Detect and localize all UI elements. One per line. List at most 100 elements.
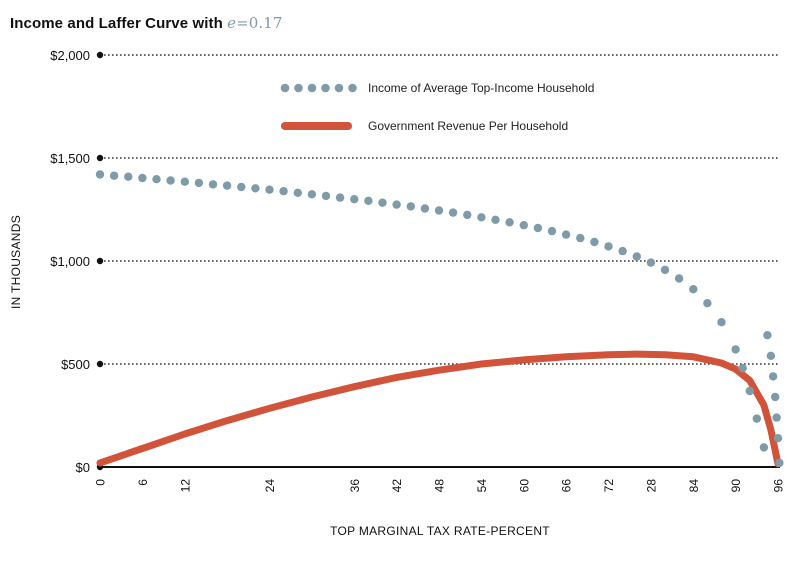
series-layer	[95, 170, 784, 468]
income-point	[772, 413, 781, 422]
y-tick-dot	[96, 51, 104, 59]
income-point	[194, 178, 204, 188]
x-tick-label: 6	[136, 479, 150, 486]
income-point	[335, 193, 345, 202]
income-point	[152, 175, 161, 184]
income-point	[138, 173, 147, 183]
income-point	[632, 252, 641, 261]
income-point	[321, 191, 331, 201]
income-point	[364, 196, 373, 205]
income-point	[590, 237, 599, 247]
income-point	[745, 386, 754, 396]
legend-income-label: Income of Average Top-Income Household	[368, 81, 594, 95]
x-axis-ticks: 0 6 12 24 36 42 48 54 60 66 72 28 84 90 96	[94, 479, 786, 493]
income-point	[717, 318, 726, 327]
legend: Income of Average Top-Income Household Go…	[280, 81, 594, 133]
y-tick-label: $0	[76, 460, 90, 475]
income-point	[265, 185, 274, 194]
income-point	[392, 200, 401, 209]
income-point	[738, 363, 747, 373]
gridlines	[100, 54, 780, 468]
x-tick-label: 12	[178, 479, 192, 493]
revenue-series-line	[96, 350, 782, 468]
income-point	[604, 242, 613, 251]
x-tick-label: 0	[94, 479, 108, 486]
income-point	[237, 182, 246, 192]
income-point	[533, 223, 543, 233]
y-tick-dot	[96, 360, 104, 368]
legend-income-dot	[348, 83, 357, 93]
y-tick-dot	[96, 257, 104, 265]
y-axis-label: IN THOUSANDS	[9, 215, 23, 309]
income-point	[771, 392, 780, 402]
x-tick-label: 90	[729, 479, 743, 493]
income-point	[763, 331, 772, 340]
x-tick-label: 72	[602, 479, 616, 493]
legend-revenue-label: Government Revenue Per Household	[368, 119, 568, 133]
x-axis-label: TOP MARGINAL TAX RATE-PERCENT	[330, 524, 550, 538]
income-point	[109, 171, 119, 180]
income-point	[434, 206, 444, 215]
y-axis-ticks: $0 $500 $1,000 $1,500 $2,000	[50, 48, 104, 475]
income-point	[406, 202, 415, 211]
x-tick-label: 48	[433, 479, 447, 493]
x-tick-label: 42	[390, 479, 404, 493]
y-tick-label: $1,500	[50, 151, 90, 166]
income-point	[646, 258, 656, 267]
income-point	[350, 195, 359, 204]
x-tick-label: 96	[772, 479, 786, 493]
x-tick-label: 36	[348, 479, 362, 493]
income-point	[674, 274, 684, 283]
legend-income-dot	[307, 83, 317, 93]
income-point	[180, 177, 189, 186]
income-point	[208, 180, 218, 189]
income-point	[95, 170, 105, 179]
income-point	[689, 285, 698, 294]
income-point	[251, 184, 260, 193]
income-point	[766, 351, 776, 360]
legend-income-dot	[334, 83, 344, 93]
income-point	[420, 204, 430, 213]
income-point	[618, 246, 627, 256]
income-point	[378, 198, 387, 207]
income-point	[279, 187, 288, 196]
income-point	[561, 230, 571, 239]
x-tick-label: 66	[560, 479, 574, 493]
income-point	[293, 188, 302, 197]
x-tick-label: 54	[475, 479, 489, 493]
income-point	[166, 176, 175, 185]
income-point	[222, 181, 232, 190]
income-point	[576, 233, 585, 243]
legend-income-dot	[280, 83, 290, 93]
income-point	[731, 345, 740, 354]
x-tick-label: 84	[687, 479, 701, 493]
chart-title-equation: e=0.17	[227, 14, 282, 32]
income-point	[768, 372, 778, 381]
x-tick-label: 28	[644, 479, 658, 493]
income-point	[547, 226, 557, 236]
income-point	[519, 221, 528, 230]
y-tick-label: $1,000	[50, 254, 90, 269]
income-point	[124, 172, 133, 181]
income-point	[505, 218, 514, 227]
chart-title: Income and Laffer Curve with e=0.17	[10, 14, 283, 32]
income-point	[463, 210, 472, 220]
legend-income-dot	[294, 83, 303, 93]
x-tick-label: 60	[517, 479, 531, 493]
income-point	[448, 208, 458, 217]
income-point	[773, 434, 783, 443]
income-point	[477, 213, 486, 222]
income-point	[775, 458, 784, 468]
legend-income-dot	[321, 83, 330, 93]
x-tick-label: 24	[263, 479, 277, 493]
income-point	[307, 190, 317, 199]
income-point	[752, 414, 761, 423]
income-point	[660, 265, 670, 275]
y-tick-label: $500	[61, 357, 90, 372]
income-point	[703, 299, 712, 308]
equation-variable: e	[227, 14, 237, 32]
income-point	[759, 443, 769, 452]
y-tick-dot	[96, 154, 104, 162]
equation-value: =0.17	[236, 14, 283, 32]
